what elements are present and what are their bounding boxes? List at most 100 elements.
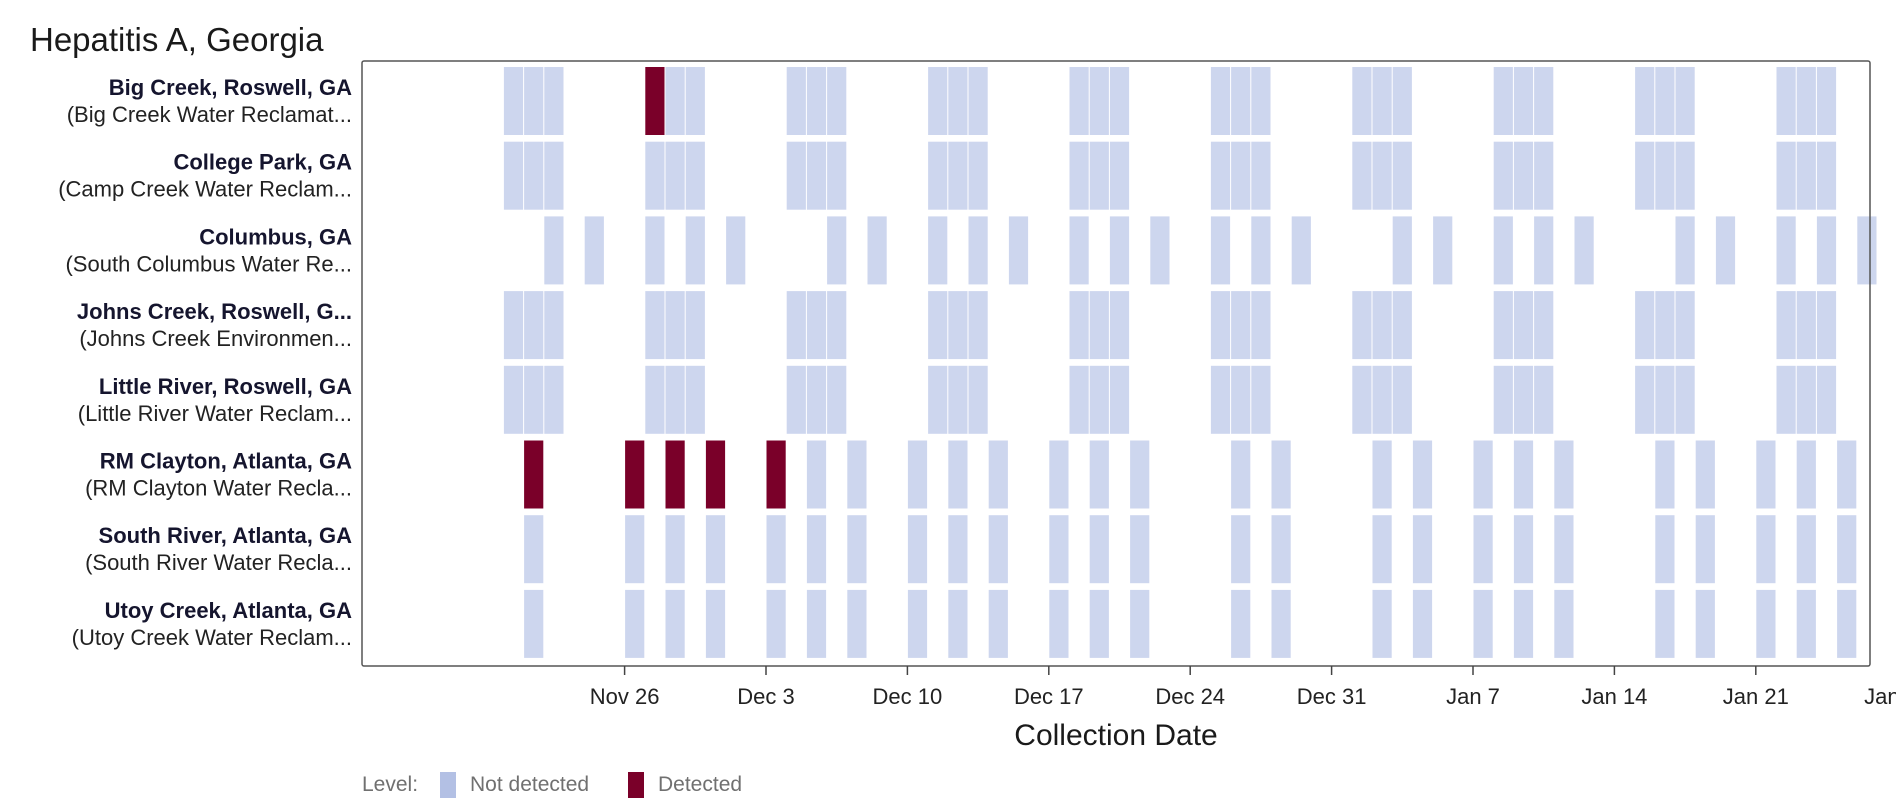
cell-not-detected (968, 291, 988, 360)
cell-not-detected (806, 141, 827, 210)
cell-not-detected (806, 515, 827, 584)
cell-not-detected (968, 365, 988, 434)
cell-detected (705, 440, 726, 509)
cell-not-detected (524, 589, 544, 658)
cell-not-detected (806, 589, 827, 658)
cell-not-detected (1776, 216, 1796, 285)
cell-not-detected (1554, 515, 1574, 584)
cell-not-detected (968, 216, 988, 285)
cell-not-detected (1473, 515, 1493, 584)
cell-not-detected (988, 589, 1008, 658)
cell-not-detected (1089, 515, 1109, 584)
cell-not-detected (948, 515, 968, 584)
cell-not-detected (1655, 291, 1675, 360)
cell-not-detected (1372, 515, 1392, 584)
cell-not-detected (1655, 141, 1675, 210)
cell-not-detected (806, 365, 827, 434)
cell-not-detected (827, 67, 847, 135)
cell-not-detected (1776, 365, 1796, 434)
cell-not-detected (1392, 291, 1412, 360)
cell-not-detected (1049, 589, 1069, 658)
cell-not-detected (645, 291, 665, 360)
cell-not-detected (907, 589, 928, 658)
x-tick-label: Jan 21 (1723, 684, 1789, 709)
row-label-site: College Park, GA (173, 150, 352, 175)
cell-not-detected (1837, 440, 1857, 509)
cell-not-detected (907, 515, 928, 584)
cell-not-detected (544, 216, 564, 285)
cell-not-detected (867, 216, 887, 285)
cell-not-detected (1231, 515, 1251, 584)
cell-not-detected (1392, 216, 1412, 285)
cell-not-detected (503, 365, 524, 434)
cell-not-detected (806, 291, 827, 360)
cell-not-detected (1816, 141, 1837, 210)
row-label-site: South River, Atlanta, GA (99, 523, 353, 548)
row-label-site: Big Creek, Roswell, GA (109, 75, 352, 100)
cell-not-detected (1251, 365, 1271, 434)
cell-not-detected (766, 589, 786, 658)
cell-not-detected (1796, 291, 1816, 360)
x-axis: Nov 26 Dec 3 Dec 10 Dec 17 Dec 24 Dec 31 Jan 7… (590, 666, 1896, 709)
cell-not-detected (1412, 589, 1433, 658)
legend-title: Level: (362, 773, 418, 796)
cell-not-detected (1251, 67, 1271, 135)
cell-not-detected (1796, 67, 1816, 135)
cell-not-detected (1392, 365, 1412, 434)
row-label-site: Utoy Creek, Atlanta, GA (105, 598, 352, 623)
row-label-site: Columbus, GA (199, 224, 352, 249)
cell-not-detected (1352, 141, 1372, 210)
cell-not-detected (1251, 141, 1271, 210)
cell-not-detected (1796, 365, 1816, 434)
cell-not-detected (524, 365, 544, 434)
x-tick-label: Dec 3 (737, 684, 794, 709)
cell-not-detected (524, 515, 544, 584)
cell-not-detected (685, 291, 705, 360)
cell-not-detected (1231, 67, 1251, 135)
cell-not-detected (1554, 440, 1574, 509)
cell-detected (766, 440, 786, 509)
row-label-plant: (RM Clayton Water Recla... (85, 476, 352, 501)
cell-not-detected (1210, 67, 1231, 135)
row-label-plant: (South Columbus Water Re... (65, 251, 352, 276)
cell-not-detected (1695, 515, 1715, 584)
cell-not-detected (1574, 216, 1594, 285)
row-label-plant: (South River Water Recla... (85, 550, 352, 575)
cell-not-detected (685, 67, 705, 135)
cell-not-detected (968, 141, 988, 210)
cell-not-detected (1675, 216, 1695, 285)
cell-detected (524, 440, 544, 509)
cell-not-detected (1857, 216, 1877, 285)
cell-not-detected (1069, 141, 1089, 210)
cell-not-detected (1493, 291, 1513, 360)
cell-not-detected (1837, 589, 1857, 658)
cell-not-detected (544, 141, 564, 210)
cell-not-detected (1130, 440, 1150, 509)
row-label-plant: (Utoy Creek Water Reclam... (72, 625, 352, 650)
cell-not-detected (1392, 67, 1412, 135)
chart-title: Hepatitis A, Georgia (30, 21, 324, 58)
cell-not-detected (1816, 216, 1837, 285)
cell-not-detected (1130, 589, 1150, 658)
cell-not-detected (1231, 365, 1251, 434)
cell-not-detected (827, 291, 847, 360)
cell-not-detected (1493, 216, 1513, 285)
cell-detected (625, 440, 645, 509)
cell-not-detected (1513, 440, 1534, 509)
cell-not-detected (827, 365, 847, 434)
cell-not-detected (806, 440, 827, 509)
row-label-plant: (Johns Creek Environmen... (79, 326, 352, 351)
cell-not-detected (524, 141, 544, 210)
cell-not-detected (645, 365, 665, 434)
cell-not-detected (1372, 67, 1392, 135)
cell-not-detected (847, 515, 867, 584)
cell-not-detected (928, 365, 948, 434)
cell-not-detected (1473, 589, 1493, 658)
cell-not-detected (1796, 589, 1816, 658)
cell-not-detected (1635, 365, 1655, 434)
cell-not-detected (1675, 365, 1695, 434)
cell-not-detected (1089, 440, 1109, 509)
cell-not-detected (1655, 67, 1675, 135)
cell-not-detected (1210, 291, 1231, 360)
